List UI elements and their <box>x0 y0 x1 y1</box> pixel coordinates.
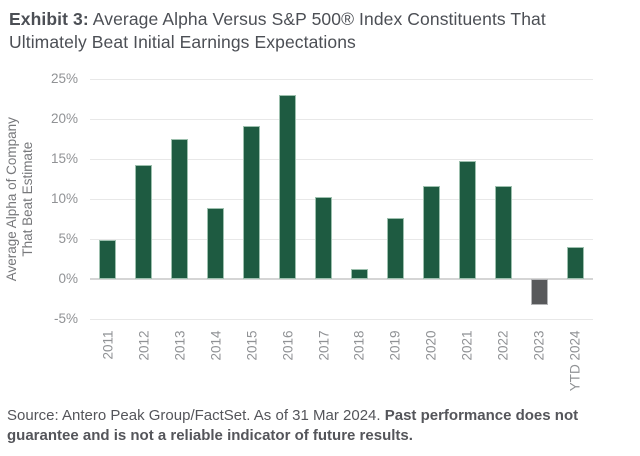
source-note: Source: Antero Peak Group/FactSet. As of… <box>7 406 619 445</box>
y-tick-label-0%: 0% <box>58 271 78 286</box>
x-tick-label-2023: 2023 <box>531 330 547 361</box>
exhibit-number-label: Exhibit 3: <box>9 9 89 29</box>
exhibit-title-text: Average Alpha Versus S&P 500® Index Cons… <box>9 9 546 53</box>
bar-2015 <box>243 126 261 279</box>
x-tick-label-2013: 2013 <box>172 330 188 361</box>
y-tick-label--5%: -5% <box>53 311 78 326</box>
bar-2012 <box>135 164 153 279</box>
bar-2018 <box>350 268 368 279</box>
x-tick-label-2012: 2012 <box>136 330 152 361</box>
exhibit-title: Exhibit 3: Average Alpha Versus S&P 500®… <box>9 8 589 54</box>
x-tick-label-2018: 2018 <box>351 330 367 361</box>
x-tick-label-2019: 2019 <box>387 330 403 361</box>
bar-2017 <box>315 196 333 279</box>
bar-2021 <box>458 160 476 279</box>
gridline-25% <box>90 79 593 80</box>
y-tick-label-10%: 10% <box>50 191 78 206</box>
x-tick-label-2017: 2017 <box>316 330 332 361</box>
bar-2019 <box>386 218 404 279</box>
y-tick-label-25%: 25% <box>50 71 78 86</box>
x-tick-label-2022: 2022 <box>495 330 511 361</box>
gridline--5% <box>90 319 593 320</box>
bar-2011 <box>99 239 117 279</box>
gridline-15% <box>90 159 593 160</box>
bar-2016 <box>279 95 297 279</box>
zero-axis-line <box>90 278 593 280</box>
x-tick-label-2021: 2021 <box>459 330 475 361</box>
y-tick-label-15%: 15% <box>50 151 78 166</box>
x-tick-label-2016: 2016 <box>280 330 296 361</box>
bar-2014 <box>207 207 225 279</box>
gridline-20% <box>90 119 593 120</box>
x-tick-label-2014: 2014 <box>208 330 224 361</box>
x-tick-label-2011: 2011 <box>100 330 116 360</box>
disclaimer-text: Past performance does not guarantee and … <box>7 407 579 444</box>
gridline-10% <box>90 199 593 200</box>
gridline-5% <box>90 239 593 240</box>
x-tick-label-2015: 2015 <box>244 330 260 361</box>
y-tick-label-20%: 20% <box>50 111 78 126</box>
bar-2022 <box>494 186 512 279</box>
bar-2023 <box>530 279 548 306</box>
y-tick-label-5%: 5% <box>58 231 78 246</box>
source-text: Source: Antero Peak Group/FactSet. As of… <box>7 407 385 424</box>
bar-2020 <box>422 186 440 279</box>
x-tick-label-ytd-2024: YTD 2024 <box>567 330 583 392</box>
bar-2013 <box>171 139 189 279</box>
x-tick-label-2020: 2020 <box>423 330 439 361</box>
bar-ytd-2024 <box>566 247 584 279</box>
